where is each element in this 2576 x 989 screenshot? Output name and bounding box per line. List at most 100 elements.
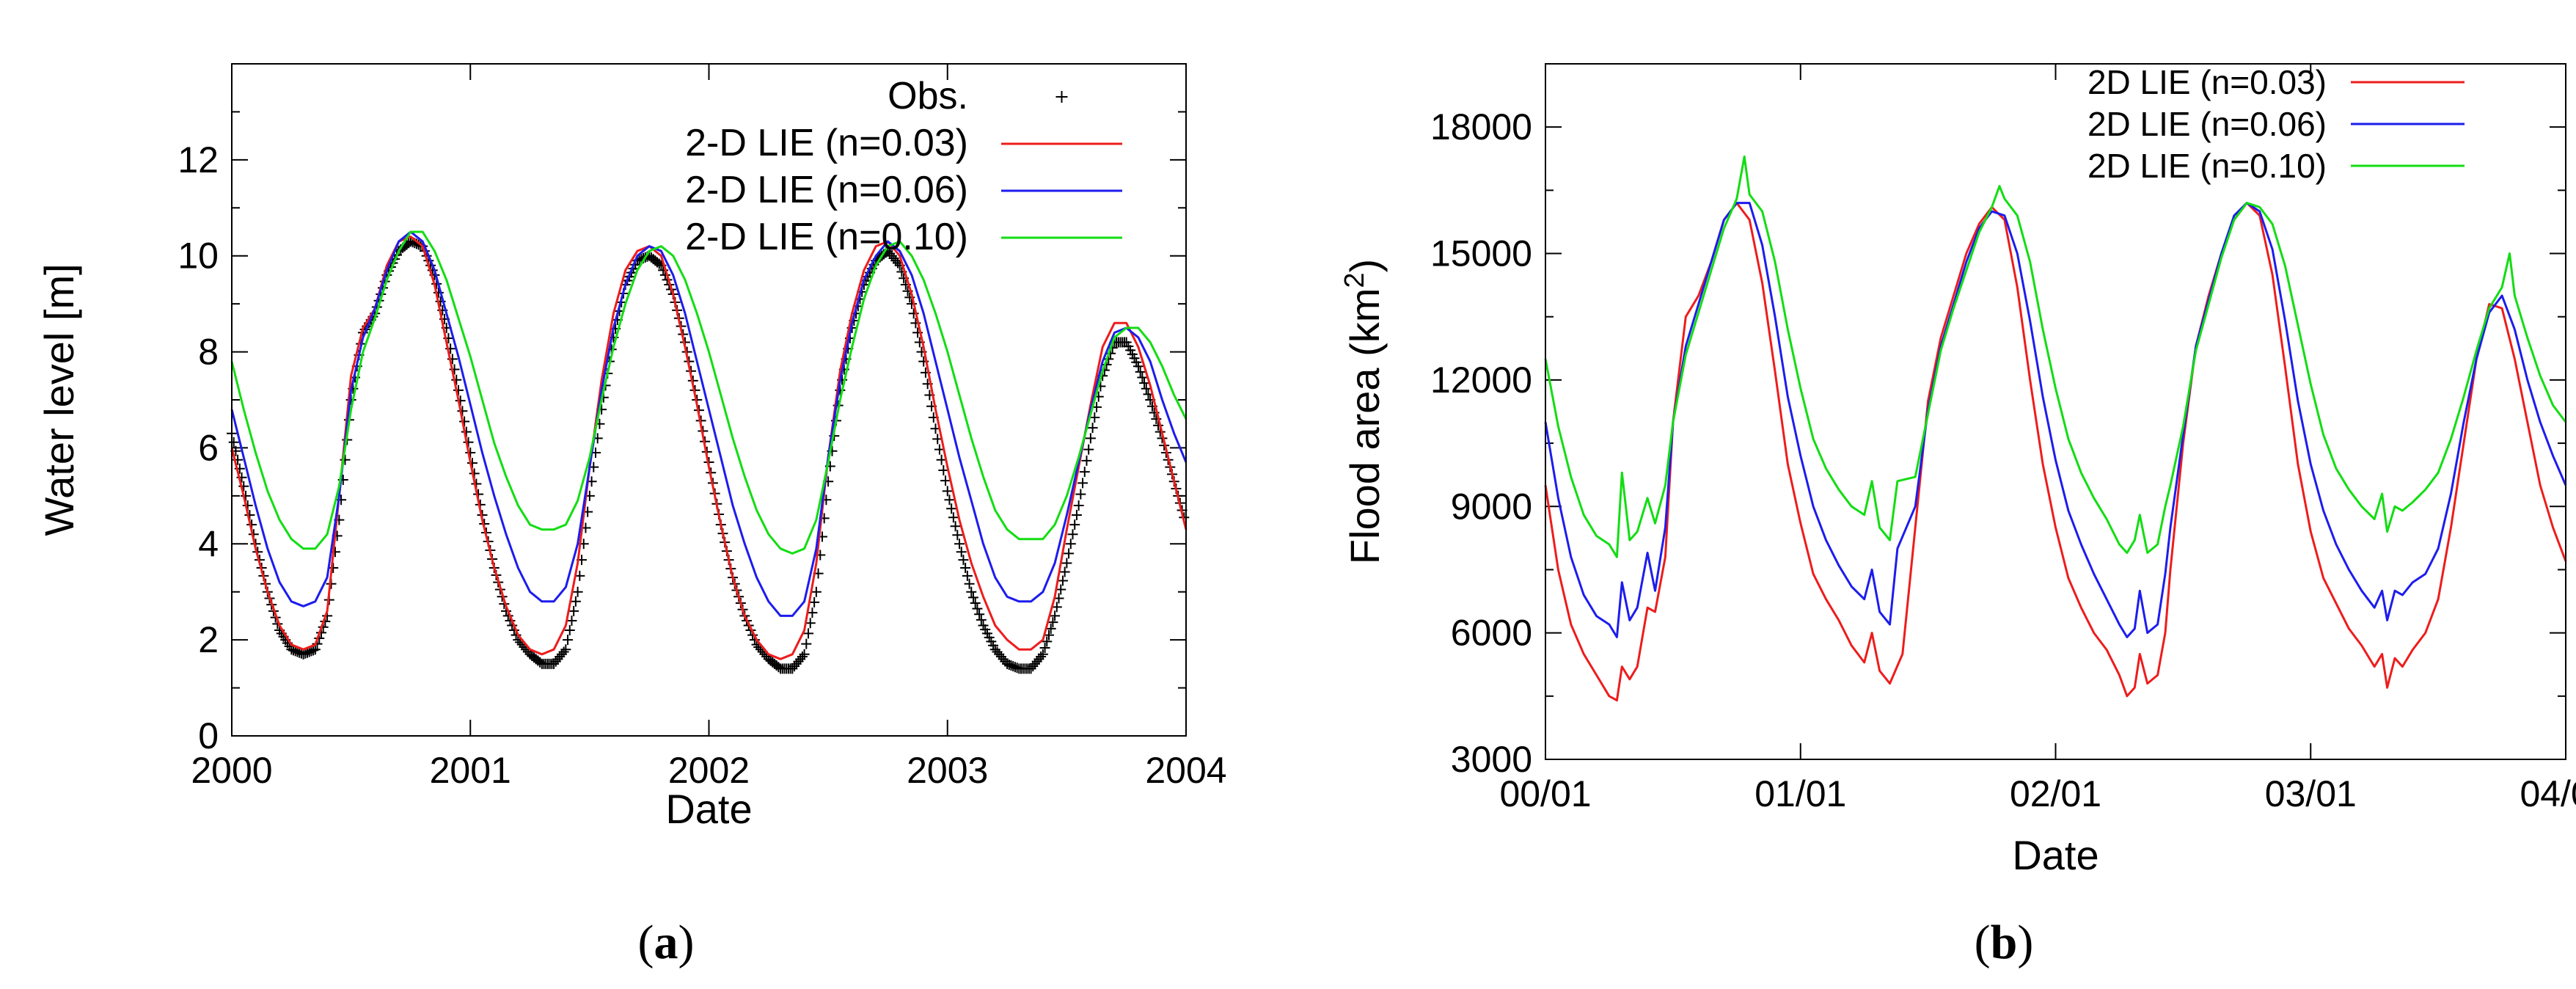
legend-label: 2D LIE (n=0.06) — [2087, 105, 2327, 143]
obs-point — [1087, 423, 1098, 434]
obs-point — [566, 615, 577, 626]
obs-point — [308, 645, 319, 656]
chart-b-series — [1544, 155, 2567, 702]
obs-point — [797, 652, 808, 663]
chart-a-frame — [231, 63, 1187, 737]
obs-point — [455, 395, 466, 406]
obs-point — [906, 299, 917, 310]
x-tick-label: 2004 — [1145, 750, 1226, 791]
y-tick-label: 8 — [198, 332, 219, 373]
obs-point — [958, 555, 969, 566]
chart-a-tick-labels: 0 2 4 6 8 10 12 2000 2001 2002 2003 2004 — [178, 139, 1226, 791]
obs-point — [956, 547, 967, 558]
obs-point — [465, 447, 476, 458]
chart-a-series — [227, 230, 1190, 674]
obs-point — [1061, 558, 1072, 569]
obs-point — [1137, 372, 1148, 383]
y-tick-label: 18000 — [1430, 106, 1532, 147]
obs-point — [310, 644, 321, 655]
obs-point — [1036, 652, 1047, 663]
obs-point — [1085, 433, 1096, 444]
legend-label: 2-D LIE (n=0.06) — [685, 169, 968, 211]
obs-point — [459, 416, 470, 427]
x-tick-label: 03/01 — [2265, 773, 2357, 814]
y-tick-label: 0 — [198, 715, 219, 756]
series-line-0 — [1544, 202, 2567, 702]
obs-point — [960, 563, 971, 573]
obs-point — [942, 486, 953, 497]
chart-a-legend: Obs. 2-D LIE (n=0.03) 2-D LIE (n=0.06) 2-D … — [685, 75, 1122, 258]
obs-point — [805, 618, 816, 629]
y-tick-label: 6 — [198, 427, 219, 468]
obs-point — [950, 521, 961, 532]
obs-point — [1047, 617, 1058, 628]
chart-b-ticks — [1545, 64, 2566, 760]
obs-point — [240, 490, 251, 501]
series-obs — [227, 236, 1190, 674]
obs-point — [1057, 575, 1068, 586]
chart-b-tick-labels: 3000 6000 9000 12000 15000 18000 00/01 01/01 02/… — [1430, 106, 2576, 814]
obs-point — [1071, 510, 1082, 521]
chart-water-level: 0 2 4 6 8 10 12 2000 2001 2002 2003 2004 Date Water… — [36, 63, 1227, 832]
chart-b-legend: 2D LIE (n=0.03) 2D LIE (n=0.06) 2D LIE (n=… — [2087, 63, 2465, 185]
x-tick-label: 00/01 — [1499, 773, 1591, 814]
obs-point — [1135, 366, 1146, 377]
x-tick-label: 02/01 — [2010, 773, 2101, 814]
series-line-2 — [230, 230, 1188, 617]
obs-point — [1083, 444, 1094, 455]
obs-point — [1069, 519, 1080, 530]
obs-point — [974, 609, 985, 620]
obs-point — [1051, 602, 1062, 613]
chart-b-x-axis-label: Date — [2012, 832, 2099, 878]
obs-point — [1065, 539, 1076, 550]
y-tick-label: 10 — [178, 236, 219, 277]
obs-point — [940, 475, 951, 486]
legend-label: 2-D LIE (n=0.10) — [685, 216, 968, 258]
obs-point — [976, 614, 987, 625]
obs-point — [457, 406, 468, 417]
x-tick-label: 2002 — [668, 750, 750, 791]
obs-point — [1141, 383, 1152, 394]
obs-point — [1059, 566, 1070, 577]
y-tick-label: 3000 — [1451, 739, 1532, 780]
legend-marker — [1055, 91, 1068, 103]
obs-point — [570, 596, 581, 607]
x-tick-label: 04/01 — [2520, 773, 2576, 814]
x-tick-label: 2000 — [191, 750, 272, 791]
obs-point — [1081, 455, 1092, 466]
obs-point — [1039, 643, 1050, 654]
series-line-1 — [1544, 202, 2567, 638]
legend-label: 2D LIE (n=0.03) — [2087, 63, 2327, 101]
obs-point — [1153, 420, 1164, 431]
obs-point — [1073, 500, 1084, 511]
chart-b-y-axis-label: Flood area (km2) — [1339, 259, 1388, 564]
y-tick-label: 12 — [178, 139, 219, 180]
obs-point — [807, 607, 818, 618]
obs-point — [1055, 584, 1066, 595]
y-tick-label: 9000 — [1451, 486, 1532, 527]
obs-point — [946, 503, 957, 514]
obs-point — [328, 563, 339, 573]
obs-point — [560, 644, 571, 655]
obs-point — [803, 628, 814, 639]
chart-a-x-axis-label: Date — [665, 786, 752, 832]
obs-point — [938, 464, 949, 475]
obs-point — [1139, 378, 1150, 389]
obs-point — [461, 426, 472, 437]
obs-point — [1075, 489, 1086, 500]
legend-label: 2D LIE (n=0.10) — [2087, 147, 2327, 185]
obs-point — [801, 638, 812, 649]
y-tick-label: 15000 — [1430, 233, 1532, 274]
obs-point — [1045, 623, 1056, 634]
obs-point — [1077, 478, 1088, 489]
obs-point — [954, 539, 965, 550]
obs-point — [972, 603, 983, 614]
x-tick-label: 2003 — [907, 750, 988, 791]
obs-point — [948, 512, 959, 523]
obs-point — [568, 605, 579, 616]
obs-point — [228, 437, 239, 448]
series-line-2 — [1544, 155, 2567, 558]
obs-point — [1037, 649, 1048, 660]
y-tick-label: 2 — [198, 619, 219, 660]
obs-point — [964, 578, 975, 589]
